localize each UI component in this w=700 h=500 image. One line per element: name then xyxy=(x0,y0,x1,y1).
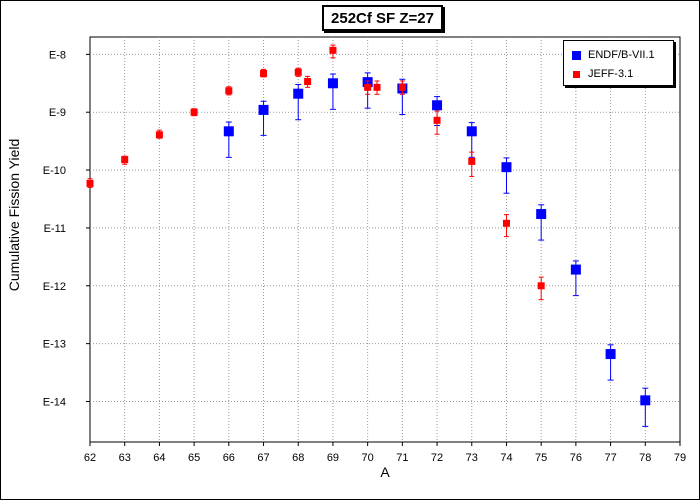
x-tick-label: 78 xyxy=(639,452,651,464)
x-tick-label: 67 xyxy=(257,452,269,464)
y-axis-label: Cumulative Fission Yield xyxy=(6,138,22,292)
y-tick-label: E-14 xyxy=(43,397,66,409)
legend-item-jeff: JEFF-3.1 xyxy=(572,68,633,80)
x-tick-label: 63 xyxy=(119,452,131,464)
axis-ticks: 62 63 64 65 66 67 68 69 70 71 72 73 74 75 76 77 78 79 E-8 E… xyxy=(43,49,686,464)
jeff-point xyxy=(373,83,381,91)
grid-lines xyxy=(90,37,680,442)
jeff-point xyxy=(190,108,198,116)
legend-swatch-endf xyxy=(572,50,581,60)
jeff-point xyxy=(329,46,337,54)
legend-label-endf: ENDF/B-VII.1 xyxy=(588,49,655,61)
endf-point xyxy=(258,104,269,115)
x-tick-label: 70 xyxy=(362,452,374,464)
endf-point xyxy=(327,78,338,89)
chart-title: 252Cf SF Z=27 xyxy=(322,5,443,31)
x-tick-label: 79 xyxy=(674,452,686,464)
endf-point xyxy=(570,264,581,275)
jeff-point xyxy=(364,83,372,91)
x-tick-label: 66 xyxy=(223,452,235,464)
x-tick-label: 68 xyxy=(292,452,304,464)
jeff-point xyxy=(304,78,312,86)
x-tick-label: 64 xyxy=(153,452,165,464)
legend-label-jeff: JEFF-3.1 xyxy=(588,68,634,80)
plot-area xyxy=(89,36,681,443)
x-tick-label: 73 xyxy=(466,452,478,464)
y-tick-label: E-11 xyxy=(44,223,66,235)
jeff-point xyxy=(433,116,441,124)
x-tick-label: 62 xyxy=(84,452,96,464)
endf-point xyxy=(432,100,443,111)
x-tick-label: 75 xyxy=(535,452,547,464)
jeff-point xyxy=(468,157,476,165)
jeff-point xyxy=(502,219,510,227)
endf-point xyxy=(223,126,234,137)
endf-point xyxy=(293,88,304,99)
jeff-point xyxy=(121,156,129,164)
x-tick-label: 65 xyxy=(188,452,200,464)
legend-swatch-jeff xyxy=(573,70,580,78)
endf-point xyxy=(536,209,547,220)
y-tick-label: E-13 xyxy=(43,339,66,351)
jeff-point xyxy=(86,179,94,187)
jeff-point xyxy=(398,83,406,91)
endf-point xyxy=(466,126,477,137)
jeff-point xyxy=(294,68,302,76)
x-tick-label: 77 xyxy=(604,452,616,464)
jeff-point xyxy=(225,87,233,95)
y-tick-label: E-12 xyxy=(43,281,66,293)
x-tick-label: 69 xyxy=(327,452,339,464)
x-tick-label: 72 xyxy=(431,452,443,464)
y-tick-label: E-8 xyxy=(49,49,66,61)
legend: ENDF/B-VII.1 JEFF-3.1 xyxy=(563,40,674,86)
x-tick-label: 71 xyxy=(396,452,408,464)
y-tick-label: E-10 xyxy=(43,165,66,177)
endf-point xyxy=(605,349,616,360)
data-series xyxy=(86,44,651,427)
y-tick-label: E-9 xyxy=(49,107,66,119)
jeff-point xyxy=(537,282,545,290)
jeff-point xyxy=(155,131,163,139)
jeff-point xyxy=(260,69,268,77)
x-tick-label: 74 xyxy=(500,452,512,464)
x-tick-label: 76 xyxy=(570,452,582,464)
x-axis-label: A xyxy=(380,464,390,480)
legend-item-endf: ENDF/B-VII.1 xyxy=(572,49,655,61)
endf-point xyxy=(501,162,512,173)
endf-point xyxy=(640,395,651,406)
y-axis-label-wrap: Cumulative Fission Yield xyxy=(6,130,22,300)
